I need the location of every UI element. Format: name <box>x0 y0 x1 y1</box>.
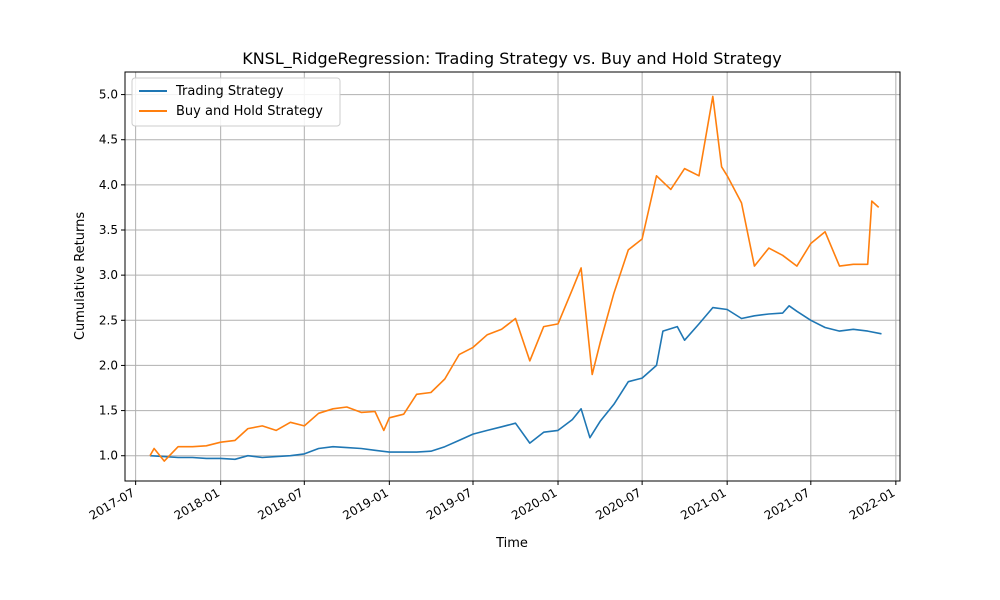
series-layer <box>149 95 882 462</box>
legend: Trading Strategy Buy and Hold Strategy <box>131 77 341 127</box>
legend-label-trading-strategy: Trading Strategy <box>175 84 284 99</box>
y-tick-label: 4.0 <box>99 178 118 192</box>
legend-box <box>131 77 341 127</box>
y-tick-label: 5.0 <box>99 88 118 102</box>
chart-title: KNSL_RidgeRegression: Trading Strategy v… <box>242 49 782 69</box>
series-line-buy-and-hold-strategy <box>149 95 880 462</box>
y-tick-label: 3.0 <box>99 268 118 282</box>
y-axis: 1.0 1.5 2.0 2.5 3.0 3.5 4.0 4.5 5.0 <box>99 88 125 463</box>
y-tick-label: 4.5 <box>99 133 118 147</box>
legend-label-buy-and-hold-strategy: Buy and Hold Strategy <box>176 104 323 119</box>
x-axis-label: Time <box>495 536 528 551</box>
y-axis-label: Cumulative Returns <box>73 212 88 340</box>
series-line-trading-strategy <box>149 304 882 461</box>
y-tick-label: 2.0 <box>99 358 118 372</box>
y-tick-label: 1.0 <box>99 449 118 463</box>
y-tick-label: 2.5 <box>99 313 118 327</box>
plot-frame <box>124 71 901 482</box>
y-tick-label: 3.5 <box>99 223 118 237</box>
y-tick-label: 1.5 <box>99 404 118 418</box>
